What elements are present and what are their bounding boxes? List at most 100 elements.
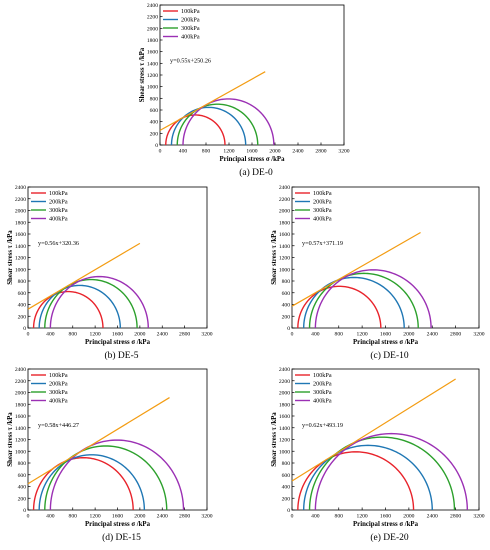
y-tick-label: 600 (150, 108, 159, 114)
panel-caption: (b) DE-5 (104, 350, 138, 361)
x-axis-label: Principal stress σ /kPa (85, 521, 151, 528)
mohr-circle-300kpa (308, 436, 456, 511)
x-tick-label: 2000 (403, 514, 414, 520)
x-tick-label: 2400 (427, 332, 438, 338)
y-tick-label: 1000 (279, 449, 290, 455)
x-tick-label: 0 (27, 332, 30, 338)
legend-entry: 300kPa (313, 389, 332, 396)
y-tick-label: 2200 (279, 379, 290, 385)
y-tick-label: 200 (18, 496, 27, 502)
mohr-circle-300kpa (44, 445, 168, 511)
y-tick-label: 200 (18, 314, 27, 320)
y-tick-label: 1000 (147, 85, 158, 91)
x-tick-label: 3200 (473, 514, 484, 520)
mohr-circle-200kpa (302, 276, 405, 329)
y-tick-label: 200 (282, 496, 291, 502)
mohr-circle-400kpa (182, 98, 275, 146)
legend-entry: 200kPa (49, 199, 68, 206)
fit-equation-label: y=0.55x+250.26 (170, 57, 211, 64)
legend-entry: 300kPa (49, 207, 68, 214)
y-tick-label: 0 (287, 508, 290, 514)
chart-panel-5: 0 400 800 1200 1600 2000 2400 2800 3200 0 200 400 60… (271, 367, 485, 543)
x-tick-label: 2800 (179, 332, 190, 338)
x-tick-label: 400 (311, 514, 320, 520)
x-tick-label: 400 (179, 149, 188, 155)
y-tick-label: 1200 (279, 256, 290, 262)
x-tick-label: 800 (202, 149, 211, 155)
mohr-circle-200kpa (170, 106, 247, 146)
legend-entry: 100kPa (313, 372, 332, 379)
mohr-circle-300kpa (44, 278, 138, 329)
y-tick-label: 1000 (279, 267, 290, 273)
y-tick-label: 1200 (279, 438, 290, 444)
x-tick-label: 3200 (473, 332, 484, 338)
x-tick-label: 1200 (90, 332, 101, 338)
legend-entry: 200kPa (49, 381, 68, 388)
strength-envelope-line (291, 378, 456, 482)
y-tick-label: 400 (282, 485, 291, 491)
y-tick-label: 2000 (279, 209, 290, 215)
y-axis-label: Shear stress τ /kPa (271, 230, 278, 285)
y-axis-label: Shear stress τ /kPa (7, 230, 14, 285)
y-tick-label: 200 (282, 314, 291, 320)
y-tick-label: 2200 (15, 197, 26, 203)
y-tick-label: 2400 (279, 185, 290, 191)
mohr-circle-400kpa (314, 432, 469, 511)
panel-caption: (e) DE-20 (370, 532, 408, 543)
y-tick-label: 1200 (147, 73, 158, 79)
x-tick-label: 2800 (450, 332, 461, 338)
y-tick-label: 400 (18, 485, 27, 491)
y-tick-label: 0 (155, 143, 158, 149)
y-tick-label: 800 (18, 461, 27, 467)
fit-equation-label: y=0.56x+320.36 (38, 240, 79, 247)
legend-entry: 200kPa (313, 199, 332, 206)
x-tick-label: 3200 (201, 514, 212, 520)
x-tick-label: 3200 (201, 332, 212, 338)
y-tick-label: 800 (150, 96, 159, 102)
x-tick-label: 1200 (357, 514, 368, 520)
y-tick-label: 400 (282, 303, 291, 309)
y-tick-label: 1400 (147, 61, 158, 67)
chart-panel-3: 0 400 800 1200 1600 2000 2400 2800 3200 0 200 400 60… (271, 185, 485, 361)
legend-entry: 400kPa (181, 34, 200, 41)
x-tick-label: 2800 (450, 514, 461, 520)
x-tick-label: 1200 (357, 332, 368, 338)
x-tick-label: 1200 (90, 514, 101, 520)
x-tick-label: 400 (311, 332, 320, 338)
y-tick-label: 2000 (15, 391, 26, 397)
legend-entry: 400kPa (49, 216, 68, 223)
x-tick-label: 1600 (246, 149, 257, 155)
x-tick-label: 2000 (269, 149, 280, 155)
y-tick-label: 1400 (15, 244, 26, 250)
y-tick-label: 800 (282, 461, 291, 467)
x-tick-label: 2800 (179, 514, 190, 520)
x-axis-label: Principal stress σ /kPa (220, 156, 286, 163)
y-tick-label: 2200 (279, 197, 290, 203)
x-tick-label: 400 (46, 332, 55, 338)
legend-entry: 400kPa (313, 398, 332, 405)
y-tick-label: 2000 (15, 209, 26, 215)
y-tick-label: 1800 (15, 220, 26, 226)
x-tick-label: 2000 (134, 514, 145, 520)
panel-caption: (a) DE-0 (239, 167, 273, 178)
y-tick-label: 1200 (15, 256, 26, 262)
mohr-circle-200kpa (302, 444, 433, 511)
x-tick-label: 2400 (427, 514, 438, 520)
strength-envelope-line (27, 242, 141, 310)
chart-panel-2: 0 400 800 1200 1600 2000 2400 2800 3200 0 200 400 60… (7, 185, 213, 361)
x-axis-label: Principal stress σ /kPa (353, 339, 419, 346)
mohr-circle-100kpa (32, 290, 104, 329)
legend-entry: 100kPa (181, 8, 200, 15)
x-tick-label: 2400 (157, 514, 168, 520)
x-axis-label: Principal stress σ /kPa (85, 339, 151, 346)
x-tick-label: 800 (335, 332, 344, 338)
y-tick-label: 1400 (15, 426, 26, 432)
y-axis-label: Shear stress τ /kPa (271, 412, 278, 467)
strength-envelope-line (27, 397, 170, 485)
x-tick-label: 400 (46, 514, 55, 520)
x-tick-label: 3200 (338, 149, 349, 155)
y-tick-label: 1400 (279, 426, 290, 432)
y-tick-label: 600 (18, 291, 27, 297)
mohr-circle-200kpa (38, 284, 121, 329)
legend-entry: 100kPa (49, 190, 68, 197)
